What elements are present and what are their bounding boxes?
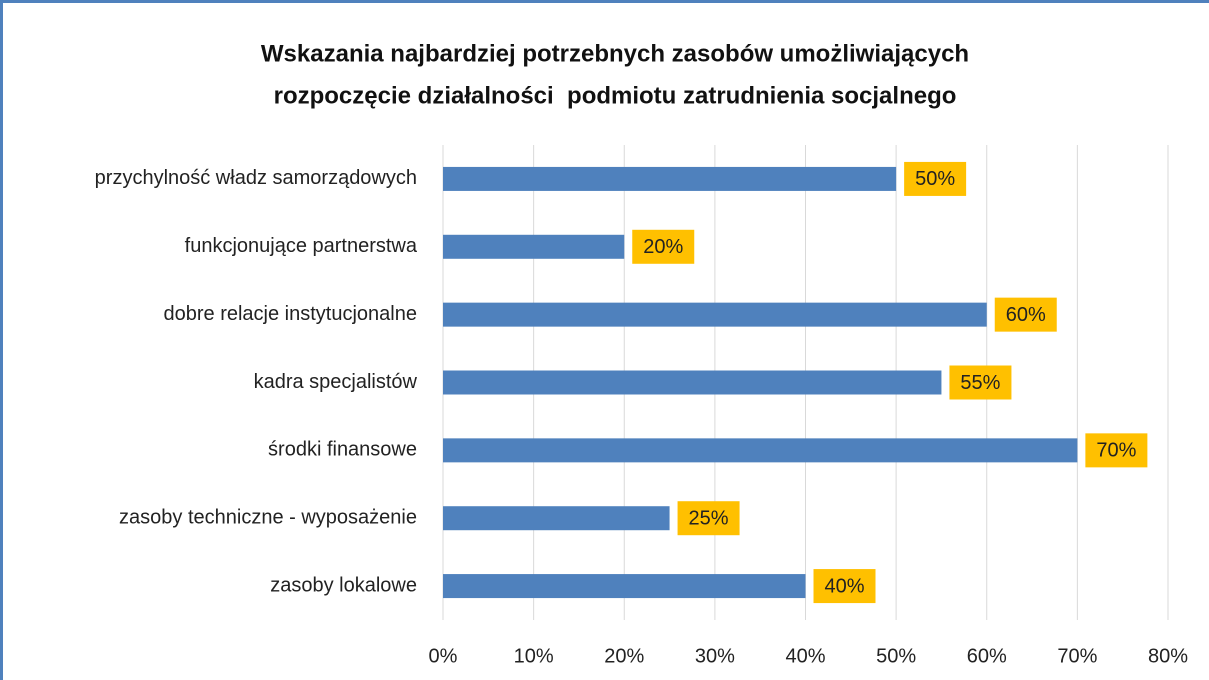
bar	[443, 574, 806, 599]
value-label: 25%	[689, 507, 729, 529]
value-label: 60%	[1006, 304, 1046, 326]
value-label: 55%	[960, 372, 1000, 394]
x-tick-label: 70%	[1057, 645, 1097, 667]
bar	[443, 302, 987, 327]
y-tick-label: zasoby techniczne - wyposażenie	[119, 506, 417, 528]
y-tick-label: dobre relacje instytucjonalne	[164, 303, 418, 325]
y-tick-label: funkcjonujące partnerstwa	[185, 235, 418, 257]
value-label: 20%	[643, 236, 683, 258]
x-tick-label: 60%	[967, 645, 1007, 667]
value-label-box	[994, 297, 1057, 332]
x-tick-label: 10%	[514, 645, 554, 667]
value-label-box	[677, 501, 740, 536]
value-label-box	[813, 569, 876, 604]
bar	[443, 166, 897, 191]
x-tick-label: 50%	[876, 645, 916, 667]
chart-title: rozpoczęcie działalności podmiotu zatrud…	[274, 82, 957, 109]
value-label-box	[904, 161, 967, 196]
bar	[443, 438, 1078, 463]
x-tick-label: 0%	[429, 645, 458, 667]
y-tick-label: kadra specjalistów	[254, 371, 418, 393]
x-tick-label: 80%	[1148, 645, 1188, 667]
y-tick-label: środki finansowe	[268, 439, 417, 461]
value-label-box	[949, 365, 1012, 400]
value-label-box	[1085, 433, 1148, 468]
bar	[443, 506, 670, 531]
bar	[443, 234, 625, 259]
x-tick-label: 20%	[604, 645, 644, 667]
y-tick-label: zasoby lokalowe	[270, 574, 417, 596]
chart-title: Wskazania najbardziej potrzebnych zasobó…	[261, 40, 969, 67]
value-label-box	[632, 229, 695, 264]
value-label: 70%	[1096, 440, 1136, 462]
y-tick-label: przychylność władz samorządowych	[95, 167, 417, 189]
value-label: 40%	[824, 575, 864, 597]
x-tick-label: 30%	[695, 645, 735, 667]
x-tick-label: 40%	[785, 645, 825, 667]
bar	[443, 370, 942, 395]
value-label: 50%	[915, 168, 955, 190]
